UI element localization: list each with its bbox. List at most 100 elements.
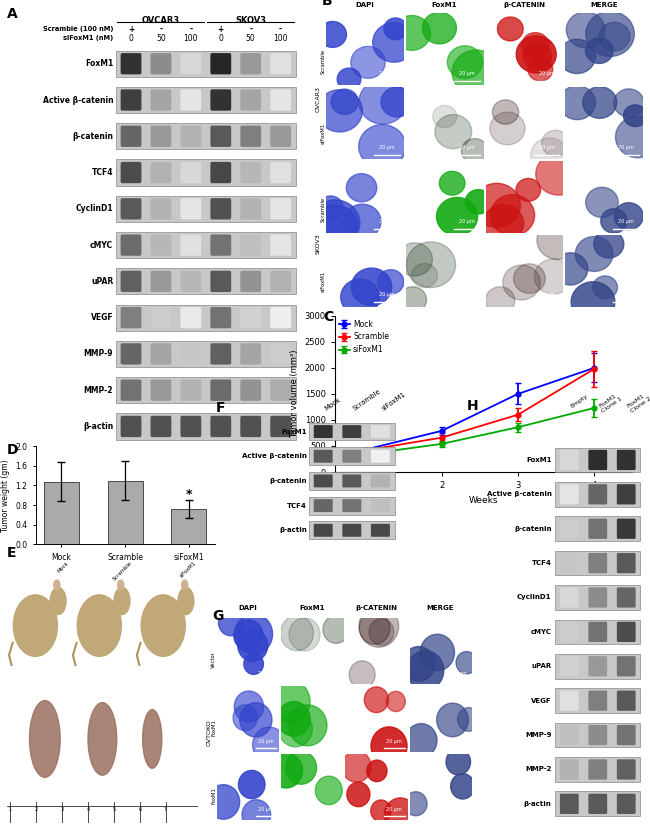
Circle shape bbox=[502, 265, 540, 300]
Ellipse shape bbox=[88, 703, 117, 775]
Circle shape bbox=[614, 89, 644, 117]
Circle shape bbox=[342, 751, 371, 782]
Circle shape bbox=[381, 87, 413, 117]
Text: cMYC: cMYC bbox=[531, 629, 552, 635]
Circle shape bbox=[582, 86, 617, 118]
Bar bbox=[555, 551, 640, 576]
FancyBboxPatch shape bbox=[211, 162, 231, 183]
FancyBboxPatch shape bbox=[617, 450, 636, 470]
Bar bbox=[309, 472, 395, 489]
Bar bbox=[108, 480, 142, 544]
FancyBboxPatch shape bbox=[314, 450, 333, 463]
Text: MMP-9: MMP-9 bbox=[84, 349, 113, 358]
Circle shape bbox=[347, 782, 370, 807]
Bar bbox=[116, 123, 296, 150]
Circle shape bbox=[370, 800, 391, 822]
FancyBboxPatch shape bbox=[371, 475, 390, 488]
Text: Scramble: Scramble bbox=[352, 388, 382, 412]
FancyBboxPatch shape bbox=[588, 484, 607, 504]
Text: Active β-catenin: Active β-catenin bbox=[487, 491, 552, 497]
Text: β-catenin: β-catenin bbox=[514, 526, 552, 532]
Circle shape bbox=[364, 687, 389, 713]
Circle shape bbox=[393, 16, 430, 51]
Text: β-actin: β-actin bbox=[83, 422, 113, 431]
Circle shape bbox=[541, 130, 569, 156]
Circle shape bbox=[559, 86, 595, 120]
FancyBboxPatch shape bbox=[240, 380, 261, 401]
Bar bbox=[116, 268, 296, 294]
Text: -: - bbox=[279, 25, 282, 33]
Bar bbox=[116, 305, 296, 331]
Text: -: - bbox=[249, 25, 252, 33]
Text: siFoxM1: siFoxM1 bbox=[320, 123, 326, 145]
Circle shape bbox=[599, 22, 630, 51]
Ellipse shape bbox=[181, 580, 188, 590]
FancyBboxPatch shape bbox=[560, 691, 578, 711]
FancyBboxPatch shape bbox=[617, 519, 636, 538]
FancyBboxPatch shape bbox=[181, 307, 202, 328]
FancyBboxPatch shape bbox=[181, 343, 202, 365]
FancyBboxPatch shape bbox=[181, 271, 202, 292]
Circle shape bbox=[371, 727, 407, 765]
FancyBboxPatch shape bbox=[211, 90, 231, 111]
Circle shape bbox=[614, 203, 644, 229]
FancyBboxPatch shape bbox=[371, 524, 390, 537]
FancyBboxPatch shape bbox=[121, 125, 142, 147]
Text: 20 μm: 20 μm bbox=[618, 71, 634, 76]
Text: 50: 50 bbox=[156, 34, 166, 42]
Circle shape bbox=[623, 105, 647, 126]
Text: DAPI: DAPI bbox=[356, 2, 374, 8]
FancyBboxPatch shape bbox=[270, 198, 291, 219]
Circle shape bbox=[207, 784, 240, 819]
Circle shape bbox=[586, 187, 618, 218]
Bar bbox=[555, 723, 640, 747]
Ellipse shape bbox=[178, 588, 194, 615]
Text: 0: 0 bbox=[129, 34, 133, 42]
FancyBboxPatch shape bbox=[151, 380, 172, 401]
FancyBboxPatch shape bbox=[240, 234, 261, 256]
Bar bbox=[555, 757, 640, 782]
Text: D: D bbox=[6, 443, 18, 457]
Text: 4: 4 bbox=[86, 807, 90, 812]
FancyBboxPatch shape bbox=[617, 588, 636, 607]
Circle shape bbox=[406, 724, 437, 757]
Circle shape bbox=[450, 774, 474, 799]
FancyBboxPatch shape bbox=[240, 416, 261, 437]
Text: 20 μm: 20 μm bbox=[258, 739, 274, 744]
Circle shape bbox=[311, 200, 360, 246]
Text: 20 μm: 20 μm bbox=[380, 145, 395, 150]
Circle shape bbox=[447, 46, 482, 78]
Circle shape bbox=[396, 243, 432, 276]
Circle shape bbox=[435, 115, 472, 149]
Circle shape bbox=[407, 651, 444, 690]
FancyBboxPatch shape bbox=[560, 519, 578, 538]
FancyBboxPatch shape bbox=[151, 90, 172, 111]
Text: 0: 0 bbox=[218, 34, 223, 42]
FancyBboxPatch shape bbox=[588, 553, 607, 573]
Circle shape bbox=[359, 612, 390, 644]
FancyBboxPatch shape bbox=[617, 794, 636, 814]
Circle shape bbox=[398, 287, 426, 312]
FancyBboxPatch shape bbox=[151, 343, 172, 365]
Circle shape bbox=[218, 610, 243, 636]
Ellipse shape bbox=[13, 595, 57, 656]
Legend: Mock, Scramble, siFoxM1: Mock, Scramble, siFoxM1 bbox=[339, 320, 389, 354]
Bar bbox=[555, 654, 640, 679]
FancyBboxPatch shape bbox=[270, 343, 291, 365]
Circle shape bbox=[420, 634, 454, 671]
Circle shape bbox=[386, 691, 406, 711]
Text: +: + bbox=[128, 25, 134, 33]
Bar bbox=[555, 448, 640, 472]
Circle shape bbox=[437, 198, 478, 235]
Circle shape bbox=[516, 36, 556, 73]
FancyBboxPatch shape bbox=[181, 198, 202, 219]
Text: OVTOKO: OVTOKO bbox=[207, 719, 212, 746]
Text: FoxM1: FoxM1 bbox=[300, 605, 325, 611]
Circle shape bbox=[586, 38, 613, 63]
Text: CyclinD1: CyclinD1 bbox=[517, 594, 552, 601]
Text: -: - bbox=[189, 25, 192, 33]
Bar bbox=[44, 481, 79, 544]
Text: 20 μm: 20 μm bbox=[539, 145, 554, 150]
FancyBboxPatch shape bbox=[343, 425, 361, 438]
FancyBboxPatch shape bbox=[181, 234, 202, 256]
